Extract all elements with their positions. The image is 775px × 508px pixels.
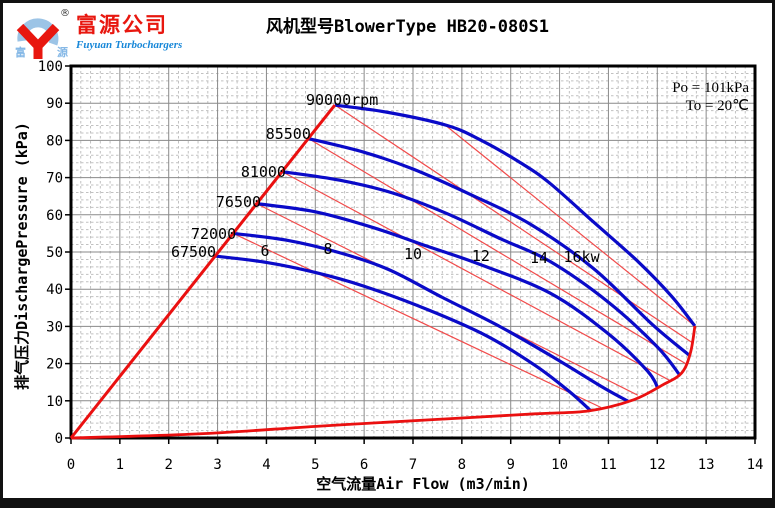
x-tick-label: 8 [458, 457, 466, 473]
speed-curve-label: 85500 [266, 125, 311, 143]
speed-curve-85500rpm [308, 136, 692, 358]
speed-curve-label: 67500 [171, 243, 216, 261]
power-line-10kw [281, 171, 670, 381]
y-tick-label: 90 [46, 96, 63, 112]
x-tick-label: 12 [649, 457, 666, 473]
y-tick-label: 50 [46, 245, 63, 261]
x-tick-label: 10 [551, 457, 568, 473]
logo-mark-icon [16, 18, 60, 59]
power-line-12kw [308, 138, 686, 365]
y-tick-label: 40 [46, 282, 63, 298]
x-tick-label: 11 [600, 457, 617, 473]
x-tick-label: 9 [506, 457, 514, 473]
x-tick-label: 4 [262, 457, 270, 473]
speed-curve-label: 81000 [241, 163, 286, 181]
surge-line [69, 104, 337, 439]
power-line-label: 8 [323, 240, 332, 258]
speed-curve-label: 72000 [191, 225, 236, 243]
chart-generated-layers: 0 1 2 3 4 5 6 7 8 9 10 11 12 13 1401020304050607080901… [38, 59, 764, 473]
x-tick-label: 0 [67, 457, 75, 473]
power-line-14kw [334, 104, 694, 344]
y-tick-label: 100 [38, 59, 63, 75]
registered-mark: ® [60, 8, 70, 19]
performance-chart: 0 1 2 3 4 5 6 7 8 9 10 11 12 13 1401020304050607080901… [13, 59, 764, 493]
x-axis-title: 空气流量Air Flow (m3/min) [316, 475, 530, 493]
speed-curve-72000rpm [233, 231, 629, 403]
y-tick-label: 0 [55, 431, 63, 447]
x-tick-label: 3 [213, 457, 221, 473]
x-tick-label: 13 [698, 457, 715, 473]
x-tick-label: 7 [409, 457, 417, 473]
x-tick-label: 5 [311, 457, 319, 473]
y-tick-label: 70 [46, 171, 63, 187]
plot-border [69, 64, 757, 440]
speed-curve-67500rpm [214, 254, 592, 413]
y-tick-label: 80 [46, 133, 63, 149]
logo-y-icon [16, 23, 60, 59]
power-line-label: 14 [530, 249, 548, 267]
speed-curve-81000rpm [281, 170, 682, 377]
power-line-label: 10 [404, 245, 422, 263]
y-tick-label: 60 [46, 208, 63, 224]
x-tick-label: 6 [360, 457, 368, 473]
power-line-label: 16kw [563, 248, 600, 266]
bottom-border-bar [3, 498, 772, 505]
y-tick-label: 10 [46, 394, 63, 410]
speed-curve-90000rpm [334, 103, 697, 328]
y-axis-title: 排气压力DischargePressure (kPa) [13, 122, 31, 390]
company-name-en: Fuyuan Turbochargers [76, 39, 183, 51]
speed-curve-label: 76500 [216, 193, 261, 211]
power-line-16kw [445, 125, 696, 327]
company-logo: ® 富 源 富源公司 Fuyuan Turbochargers [12, 8, 242, 60]
condition-to: To = 20℃ [686, 98, 749, 114]
logo-char-right: 源 [57, 46, 68, 59]
bottom-boundary [70, 325, 697, 440]
power-line-6kw [232, 232, 602, 409]
y-tick-label: 20 [46, 357, 63, 373]
power-line-label: 6 [260, 242, 269, 260]
company-name-cn: 富源公司 [76, 13, 168, 37]
y-tick-label: 30 [46, 319, 63, 335]
logo-char-left: 富 [15, 46, 26, 59]
x-tick-label: 2 [164, 457, 172, 473]
x-tick-label: 14 [747, 457, 764, 473]
x-tick-label: 1 [116, 457, 124, 473]
chart-title: 风机型号BlowerType HB20-080S1 [266, 17, 549, 37]
power-line-label: 12 [472, 247, 490, 265]
condition-po: Po = 101kPa [672, 80, 749, 96]
speed-curve-76500rpm [256, 202, 660, 389]
speed-curve-label: 90000rpm [306, 91, 378, 109]
